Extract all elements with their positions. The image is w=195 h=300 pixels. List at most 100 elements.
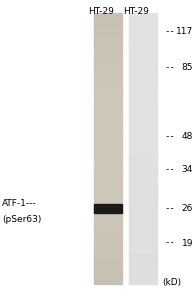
Bar xyxy=(94,64,122,68)
Bar xyxy=(129,118,157,122)
Bar xyxy=(129,270,157,273)
Bar xyxy=(94,74,122,78)
Bar xyxy=(94,33,122,37)
Bar xyxy=(94,270,122,273)
Bar xyxy=(129,57,157,61)
Bar xyxy=(94,263,122,267)
Bar xyxy=(129,40,157,44)
Text: (kD): (kD) xyxy=(162,278,181,286)
Bar xyxy=(94,216,122,219)
Bar xyxy=(94,246,122,250)
Bar xyxy=(94,196,122,199)
Bar xyxy=(94,135,122,138)
Bar xyxy=(129,54,157,57)
Bar xyxy=(94,84,122,88)
Bar xyxy=(94,223,122,226)
Bar xyxy=(129,37,157,40)
Bar xyxy=(129,111,157,115)
Bar xyxy=(94,20,122,24)
Bar xyxy=(129,273,157,277)
Bar xyxy=(94,232,122,236)
Bar xyxy=(94,175,122,179)
Bar xyxy=(129,256,157,260)
Bar xyxy=(129,178,157,182)
Bar xyxy=(129,30,157,34)
Bar xyxy=(129,13,157,17)
Bar xyxy=(94,256,122,260)
Bar xyxy=(94,44,122,47)
Text: (pSer63): (pSer63) xyxy=(2,214,41,224)
Bar xyxy=(94,239,122,243)
Bar xyxy=(129,98,157,101)
Bar xyxy=(94,253,122,256)
Bar xyxy=(94,185,122,189)
Bar xyxy=(129,94,157,98)
Bar xyxy=(129,16,157,20)
Bar xyxy=(94,104,122,108)
Bar xyxy=(129,175,157,179)
Bar xyxy=(94,114,122,118)
Bar xyxy=(129,216,157,219)
Text: 34: 34 xyxy=(182,165,193,174)
Bar xyxy=(129,246,157,250)
Bar xyxy=(129,206,157,209)
Bar xyxy=(129,101,157,105)
Bar xyxy=(94,111,122,115)
Text: HT-29: HT-29 xyxy=(124,8,149,16)
Bar xyxy=(94,27,122,30)
Bar xyxy=(94,77,122,81)
Bar xyxy=(94,189,122,192)
Bar xyxy=(94,54,122,57)
Bar xyxy=(94,40,122,44)
Bar xyxy=(94,155,122,159)
Bar xyxy=(94,266,122,270)
Bar xyxy=(129,91,157,94)
Bar xyxy=(94,142,122,145)
Bar xyxy=(94,16,122,20)
Bar xyxy=(129,128,157,132)
Bar xyxy=(94,192,122,196)
Text: 19: 19 xyxy=(182,238,193,247)
Text: --: -- xyxy=(165,63,176,72)
Bar xyxy=(129,226,157,230)
Bar xyxy=(94,30,122,34)
Text: 26: 26 xyxy=(182,204,193,213)
Bar xyxy=(129,81,157,84)
Bar xyxy=(129,124,157,128)
Bar xyxy=(129,121,157,125)
Bar xyxy=(129,138,157,142)
Bar xyxy=(94,273,122,277)
Bar xyxy=(129,27,157,30)
Bar xyxy=(129,158,157,162)
Text: --: -- xyxy=(165,238,176,247)
Bar xyxy=(129,192,157,196)
Text: --: -- xyxy=(165,204,176,213)
Bar xyxy=(129,23,157,27)
Bar xyxy=(94,165,122,169)
Bar xyxy=(129,67,157,71)
Bar xyxy=(94,148,122,152)
Bar xyxy=(129,199,157,202)
Bar xyxy=(94,212,122,216)
Bar xyxy=(129,189,157,192)
Bar xyxy=(94,121,122,125)
Bar xyxy=(129,50,157,54)
Bar xyxy=(94,81,122,84)
Text: --: -- xyxy=(165,165,176,174)
Bar xyxy=(129,114,157,118)
Bar xyxy=(129,263,157,267)
Bar xyxy=(129,84,157,88)
Bar xyxy=(129,135,157,138)
Bar xyxy=(94,260,122,263)
Bar xyxy=(94,88,122,91)
Bar xyxy=(129,229,157,233)
Bar xyxy=(129,108,157,111)
Bar xyxy=(94,98,122,101)
Bar xyxy=(94,70,122,74)
Bar xyxy=(129,172,157,175)
Bar xyxy=(94,182,122,186)
Bar xyxy=(129,209,157,213)
Bar xyxy=(94,169,122,172)
Bar xyxy=(129,182,157,186)
Bar xyxy=(129,219,157,223)
